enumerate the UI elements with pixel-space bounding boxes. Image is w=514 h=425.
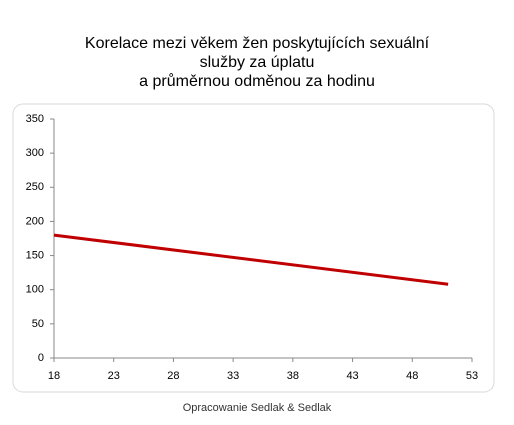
y-tick-label: 300	[26, 147, 44, 159]
chart-frame	[12, 103, 495, 393]
x-tick-label: 33	[227, 370, 239, 382]
chart-title: služby za úplatu	[200, 54, 315, 71]
chart-title: Korelace mezi věkem žen poskytujících se…	[85, 35, 430, 52]
x-tick-label: 38	[287, 370, 299, 382]
y-tick-label: 100	[26, 284, 44, 296]
x-tick-label: 23	[108, 370, 120, 382]
y-tick-label: 200	[26, 215, 44, 227]
chart-title: a průměrnou odměnou za hodinu	[139, 72, 375, 90]
x-tick-label: 28	[167, 370, 179, 382]
x-tick-label: 18	[48, 370, 60, 382]
y-tick-label: 350	[26, 113, 44, 125]
y-tick-label: 150	[26, 249, 44, 261]
source-note: Opracowanie Sedlak & Sedlak	[183, 402, 332, 414]
x-tick-label: 53	[466, 370, 478, 382]
y-tick-label: 50	[32, 318, 44, 330]
y-tick-label: 250	[26, 181, 44, 193]
x-tick-label: 48	[406, 370, 418, 382]
data-line	[53, 233, 449, 286]
y-tick-label: 0	[38, 352, 44, 364]
x-tick-label: 43	[346, 370, 358, 382]
